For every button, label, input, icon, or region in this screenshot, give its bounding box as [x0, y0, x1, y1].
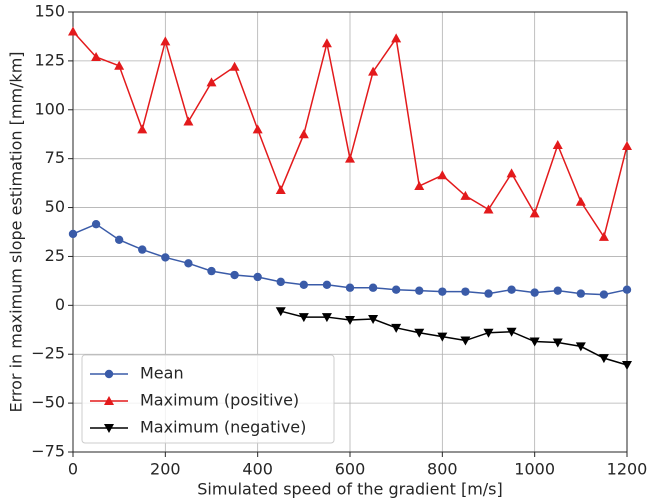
- marker: [460, 336, 471, 346]
- marker: [391, 33, 402, 43]
- marker: [529, 337, 540, 347]
- marker: [104, 396, 114, 405]
- marker: [622, 285, 632, 294]
- marker: [576, 289, 586, 298]
- marker: [229, 61, 240, 71]
- marker: [507, 285, 516, 294]
- y-axis-label: Error in maximum slope estimation [mm/km…: [7, 51, 26, 412]
- series-line: [280, 310, 628, 366]
- marker: [483, 204, 494, 214]
- marker: [598, 231, 609, 241]
- marker: [438, 287, 447, 296]
- marker: [345, 283, 355, 292]
- marker: [415, 286, 424, 295]
- legend-label: Mean: [140, 364, 184, 383]
- y-tick-label: 25: [45, 246, 65, 265]
- marker: [252, 124, 263, 134]
- marker: [322, 280, 332, 289]
- x-tick-label: 200: [150, 460, 181, 479]
- y-tick-label: −50: [31, 393, 65, 412]
- marker: [575, 196, 586, 206]
- marker: [391, 323, 402, 333]
- marker: [104, 369, 114, 379]
- marker: [276, 277, 285, 287]
- marker: [460, 190, 471, 200]
- marker: [275, 307, 286, 317]
- marker: [138, 245, 147, 254]
- marker: [391, 285, 401, 294]
- marker: [321, 313, 332, 323]
- marker: [506, 327, 517, 337]
- y-tick-label: 100: [34, 99, 65, 118]
- marker: [183, 116, 194, 126]
- marker: [437, 332, 448, 342]
- marker: [91, 51, 102, 61]
- marker: [368, 283, 378, 292]
- marker: [68, 26, 78, 36]
- marker: [206, 77, 217, 87]
- marker: [598, 354, 609, 364]
- marker: [622, 360, 632, 370]
- marker: [298, 129, 309, 139]
- marker: [345, 153, 355, 163]
- marker: [345, 316, 355, 325]
- marker: [553, 286, 562, 295]
- marker: [275, 184, 286, 194]
- x-tick-label: 400: [242, 460, 273, 479]
- marker: [414, 328, 425, 338]
- x-tick-label: 1000: [514, 460, 555, 479]
- marker: [184, 259, 193, 268]
- marker: [575, 342, 586, 352]
- marker: [299, 280, 309, 289]
- x-axis-label: Simulated speed of the gradient [m/s]: [197, 480, 503, 499]
- marker: [529, 208, 540, 218]
- marker: [104, 424, 114, 433]
- y-tick-label: 125: [34, 50, 65, 69]
- marker: [298, 313, 309, 323]
- marker: [161, 253, 170, 262]
- legend-label: Maximum (positive): [140, 391, 299, 410]
- marker: [530, 288, 539, 297]
- marker: [552, 338, 563, 348]
- legend-label: Maximum (negative): [140, 418, 306, 437]
- marker: [484, 289, 493, 298]
- marker: [160, 36, 171, 46]
- marker: [414, 181, 425, 191]
- marker: [483, 328, 494, 338]
- marker: [114, 60, 125, 70]
- legend-box: [81, 354, 335, 444]
- y-tick-label: 50: [45, 197, 65, 216]
- marker: [552, 139, 563, 149]
- y-tick-label: 0: [55, 295, 65, 314]
- marker: [137, 124, 148, 134]
- marker: [114, 235, 124, 245]
- y-tick-label: 150: [34, 2, 65, 21]
- x-tick-label: 0: [68, 460, 78, 479]
- marker: [622, 140, 632, 150]
- marker: [253, 272, 262, 282]
- marker: [68, 229, 78, 239]
- marker: [91, 219, 101, 229]
- y-tick-label: −25: [31, 344, 65, 363]
- x-tick-label: 1200: [607, 460, 648, 479]
- marker: [599, 290, 609, 299]
- marker: [461, 287, 470, 296]
- y-tick-label: −75: [31, 442, 65, 461]
- marker: [506, 168, 517, 178]
- marker: [368, 66, 379, 76]
- marker: [321, 38, 332, 48]
- marker: [207, 266, 216, 276]
- marker: [368, 315, 379, 325]
- x-tick-label: 600: [335, 460, 366, 479]
- x-tick-label: 800: [427, 460, 458, 479]
- marker: [230, 270, 239, 280]
- y-tick-label: 75: [45, 148, 65, 167]
- marker: [437, 170, 448, 180]
